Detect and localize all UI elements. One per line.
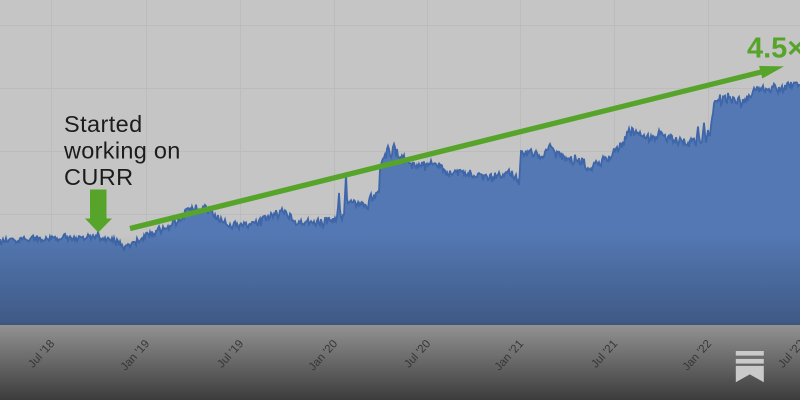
svg-text:working on: working on xyxy=(63,138,181,164)
svg-text:4.5×: 4.5× xyxy=(747,33,800,65)
svg-text:Started: Started xyxy=(64,111,143,137)
svg-text:CURR: CURR xyxy=(64,164,133,190)
